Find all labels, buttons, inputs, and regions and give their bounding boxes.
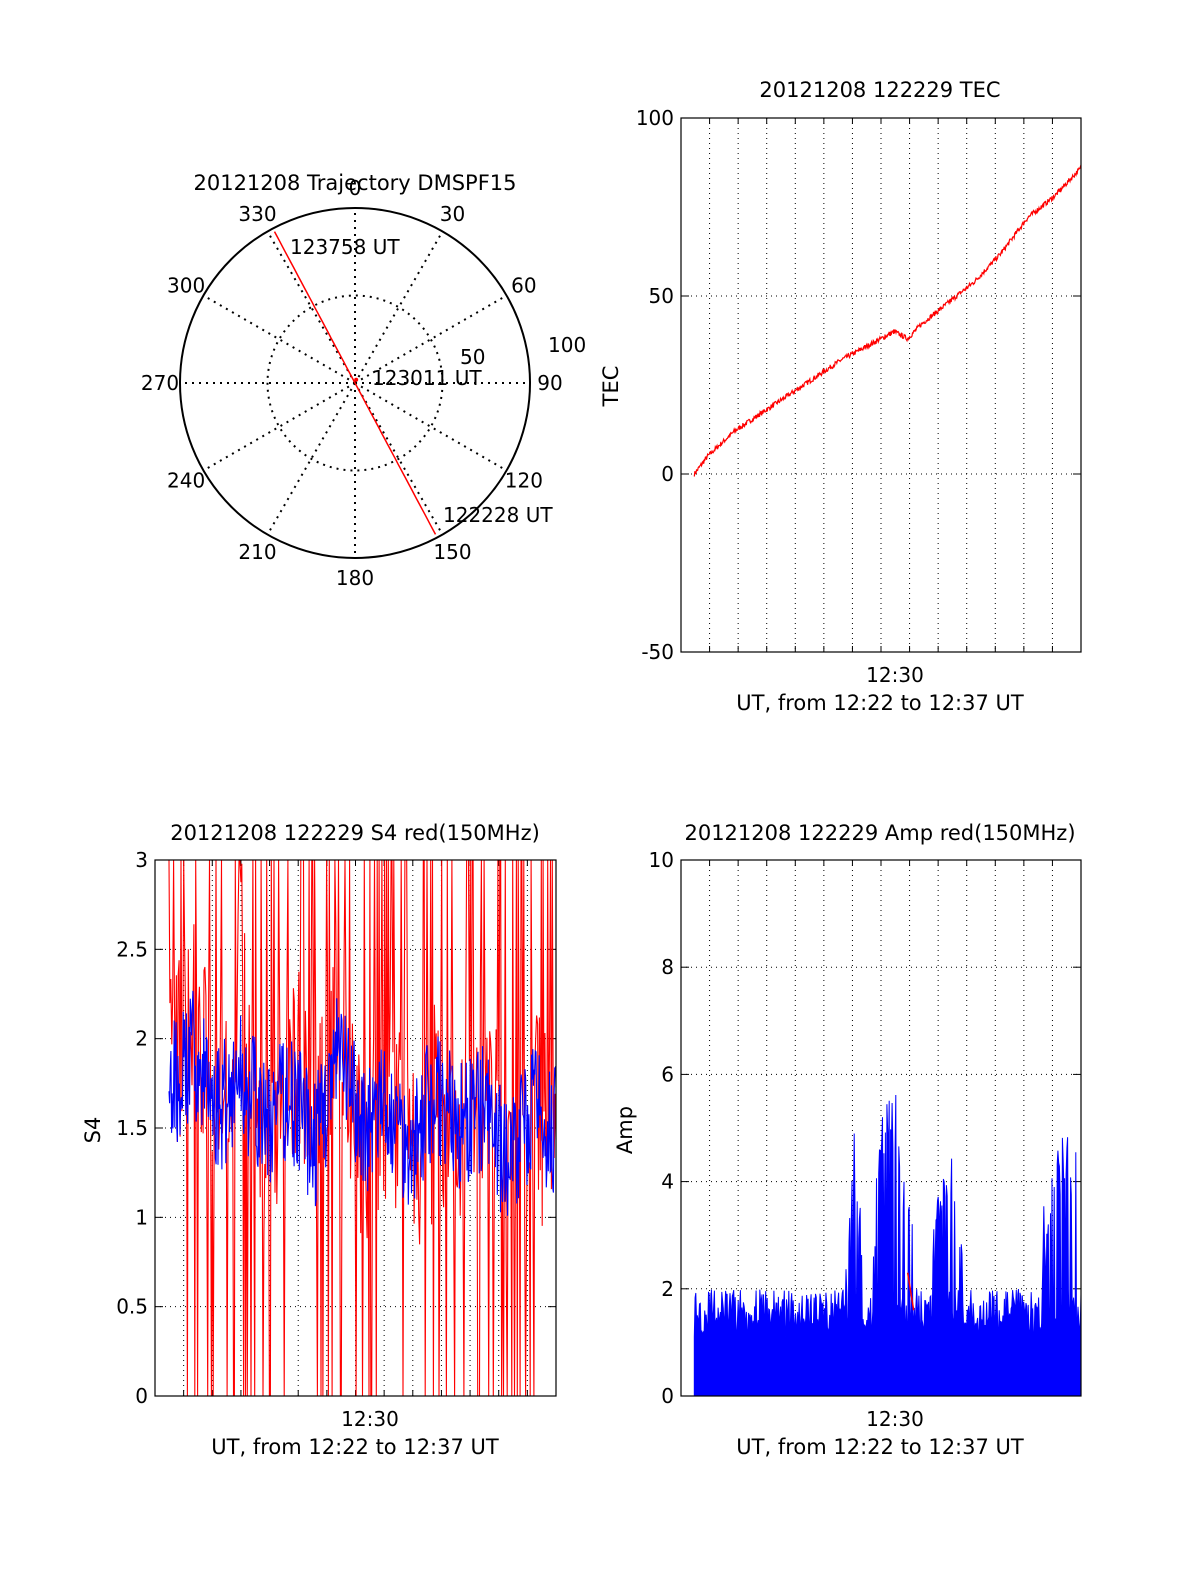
amp-ytick-label: 6 <box>661 1062 674 1086</box>
amp-chart: 20121208 122229 Amp red(150MHz) 0246810 … <box>613 821 1082 1459</box>
s4-ylabel: S4 <box>81 1117 105 1144</box>
amp-xlabel: UT, from 12:22 to 12:37 UT <box>736 1435 1024 1459</box>
tec-xtick-1230: 12:30 <box>866 663 924 687</box>
s4-frame <box>154 859 557 1397</box>
polar-angle-label-240: 240 <box>167 469 205 493</box>
polar-title: 20121208 Trajectory DMSPF15 <box>193 171 516 195</box>
s4-xlabel: UT, from 12:22 to 12:37 UT <box>211 1435 499 1459</box>
polar-angle-label-60: 60 <box>511 274 536 298</box>
annotation-123758: 123758 UT <box>290 235 400 259</box>
s4-ytick-label: 0 <box>135 1384 148 1408</box>
polar-radial-label-100: 100 <box>548 333 586 357</box>
polar-spoke-150 <box>354 382 444 536</box>
s4-blue-series-line <box>168 990 557 1216</box>
s4-title: 20121208 122229 S4 red(150MHz) <box>170 821 540 845</box>
s4-ytick-label: 0.5 <box>116 1295 148 1319</box>
polar-angle-label-330: 330 <box>238 202 276 226</box>
s4-chart: 20121208 122229 S4 red(150MHz) 0 0.5 1 1.5 2… <box>81 821 557 1459</box>
polar-angle-label-150: 150 <box>433 540 471 564</box>
polar-radial-label-50: 50 <box>460 345 485 369</box>
polar-outer-ring <box>179 207 531 559</box>
amp-ytick-label: 2 <box>661 1277 674 1301</box>
polar-inner-ring <box>266 294 444 472</box>
amp-ylabel: Amp <box>613 1106 637 1154</box>
polar-angle-label-90: 90 <box>537 371 562 395</box>
s4-ytick-label: 3 <box>135 848 148 872</box>
polar-spoke-30 <box>354 230 444 384</box>
polar-chart: 20121208 Trajectory DMSPF15 0 30 60 90 120 15… <box>141 171 586 590</box>
tec-ytick-label: 0 <box>661 462 674 486</box>
polar-angle-label-180: 180 <box>336 566 374 590</box>
polar-angle-label-30: 30 <box>440 202 465 226</box>
polar-spoke-300 <box>202 294 356 384</box>
polar-angle-label-0: 0 <box>349 176 362 200</box>
polar-spoke-60 <box>354 294 508 384</box>
tec-ytick-label: -50 <box>641 640 674 664</box>
polar-angle-label-300: 300 <box>167 274 205 298</box>
tec-series-line <box>693 164 1082 477</box>
amp-ytick-label: 0 <box>661 1384 674 1408</box>
polar-spoke-210 <box>266 382 356 536</box>
trajectory-line <box>273 231 437 535</box>
s4-ytick-label: 2.5 <box>116 937 148 961</box>
s4-ytick-label: 1 <box>135 1205 148 1229</box>
amp-title: 20121208 122229 Amp red(150MHz) <box>684 821 1075 845</box>
tec-title: 20121208 122229 TEC <box>759 78 1000 102</box>
s4-ytick-label: 2 <box>135 1027 148 1051</box>
s4-ytick-label: 1.5 <box>116 1116 148 1140</box>
polar-angle-label-210: 210 <box>238 540 276 564</box>
s4-xtick-1230: 12:30 <box>341 1407 399 1431</box>
tec-xlabel: UT, from 12:22 to 12:37 UT <box>736 691 1024 715</box>
polar-spoke-330 <box>266 230 356 384</box>
amp-xtick-1230: 12:30 <box>866 1407 924 1431</box>
amp-red-series-line <box>906 1272 915 1311</box>
polar-angle-label-270: 270 <box>141 371 179 395</box>
tec-ytick-label: 50 <box>649 284 674 308</box>
amp-ytick-label: 8 <box>661 955 674 979</box>
polar-spoke-120 <box>354 382 508 472</box>
polar-trajectory <box>273 231 437 535</box>
tec-plot-area: -50 0 50 100 <box>636 106 1082 664</box>
amp-frame <box>680 859 1082 1397</box>
annotation-123011: 123011 UT <box>372 366 482 390</box>
tec-ytick-label: 100 <box>636 106 674 130</box>
amp-ytick-label: 4 <box>661 1170 674 1194</box>
tec-ylabel: TEC <box>599 366 623 408</box>
trajectory-midpoint <box>354 377 359 382</box>
polar-angle-labels: 0 30 60 90 120 150 180 210 240 270 300 330 <box>141 176 563 590</box>
s4-plot-area: 0 0.5 1 1.5 2 2.5 3 <box>116 848 557 1408</box>
polar-spoke-240 <box>202 382 356 472</box>
annotation-122228: 122228 UT <box>443 503 553 527</box>
amp-blue-series-area <box>693 1094 1082 1397</box>
amp-plot-area: 0 2 4 6 8 10 <box>649 848 1082 1408</box>
polar-grid <box>179 207 531 559</box>
polar-angle-label-120: 120 <box>505 469 543 493</box>
amp-ytick-label: 10 <box>649 848 674 872</box>
tec-frame <box>680 117 1082 653</box>
